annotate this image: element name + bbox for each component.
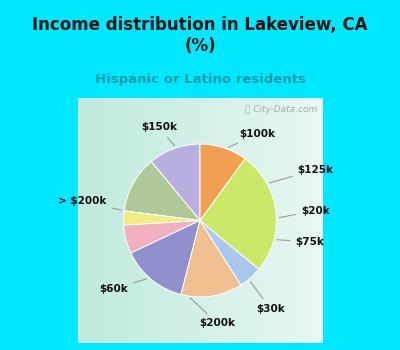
Text: ⓘ City-Data.com: ⓘ City-Data.com	[245, 105, 318, 114]
Text: $75k: $75k	[277, 237, 324, 247]
Text: > $200k: > $200k	[58, 196, 122, 210]
Text: $125k: $125k	[270, 164, 334, 183]
Wedge shape	[181, 220, 241, 297]
Text: $60k: $60k	[99, 279, 147, 294]
Text: $20k: $20k	[279, 206, 330, 218]
Wedge shape	[124, 220, 200, 253]
Text: $30k: $30k	[250, 282, 285, 314]
Wedge shape	[151, 144, 200, 220]
Wedge shape	[200, 144, 245, 220]
Text: Income distribution in Lakeview, CA
(%): Income distribution in Lakeview, CA (%)	[32, 16, 368, 55]
Wedge shape	[200, 220, 259, 285]
Wedge shape	[124, 162, 200, 220]
Wedge shape	[124, 211, 200, 225]
Wedge shape	[131, 220, 200, 295]
Wedge shape	[200, 159, 276, 269]
Text: $100k: $100k	[228, 129, 275, 147]
Text: $200k: $200k	[190, 298, 236, 328]
Text: Hispanic or Latino residents: Hispanic or Latino residents	[94, 74, 306, 86]
Text: $150k: $150k	[141, 122, 177, 146]
